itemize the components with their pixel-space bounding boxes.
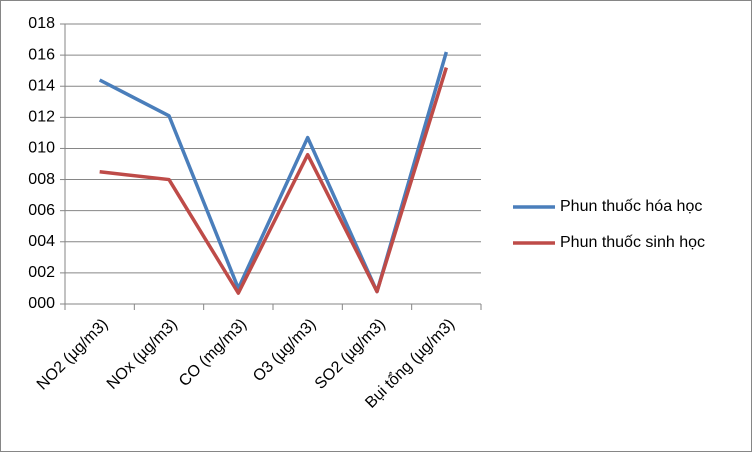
y-tick-label: 012 xyxy=(28,109,55,126)
y-tick-label: 016 xyxy=(28,46,55,63)
y-tick-label: 006 xyxy=(28,202,55,219)
legend-label: Phun thuốc hóa học xyxy=(560,198,702,215)
y-tick-label: 014 xyxy=(28,77,55,94)
y-tick-label: 002 xyxy=(28,264,55,281)
y-tick-label: 018 xyxy=(28,15,55,32)
y-tick-label: 004 xyxy=(28,233,55,250)
y-tick-label: 010 xyxy=(28,140,55,157)
y-tick-label: 000 xyxy=(28,295,55,312)
series-line xyxy=(99,67,449,295)
legend-label: Phun thuốc sinh học xyxy=(560,234,705,251)
y-tick-label: 008 xyxy=(28,171,55,188)
